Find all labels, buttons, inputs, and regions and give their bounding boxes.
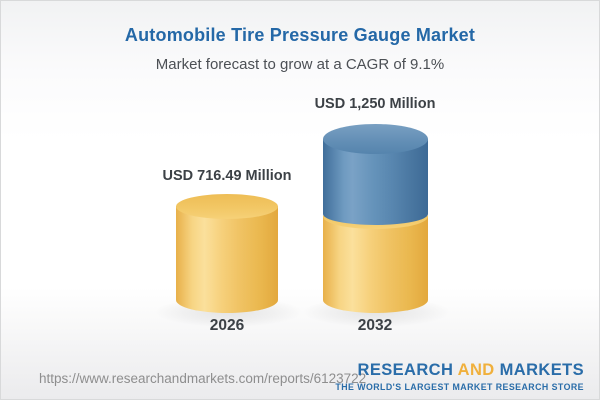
bar-2032-blue-top-ellipse [323,124,428,154]
logo-word-markets: MARKETS [499,361,584,379]
logo-word-and: AND [457,361,495,379]
value-label-2026: USD 716.49 Million [162,168,292,184]
report-url-link[interactable]: https://www.researchandmarkets.com/repor… [39,371,367,386]
page-title: Automobile Tire Pressure Gauge Market [124,25,476,45]
bar-2026-top-ellipse [176,194,278,219]
research-and-markets-logo: RESEARCH AND MARKETS THE WORLD'S LARGEST… [335,361,584,392]
logo-word-research: RESEARCH [357,361,454,379]
logo-tagline: THE WORLD'S LARGEST MARKET RESEARCH STOR… [335,382,584,392]
bar-2032-gold-body [323,216,428,313]
logo-wordmark: RESEARCH AND MARKETS [335,361,584,380]
bar-2026-body [176,206,278,313]
category-label-2032: 2032 [357,317,393,334]
page-subtitle: Market forecast to grow at a CAGR of 9.1… [155,56,445,73]
value-label-2032: USD 1,250 Million [314,96,436,112]
category-label-2026: 2026 [209,317,245,334]
